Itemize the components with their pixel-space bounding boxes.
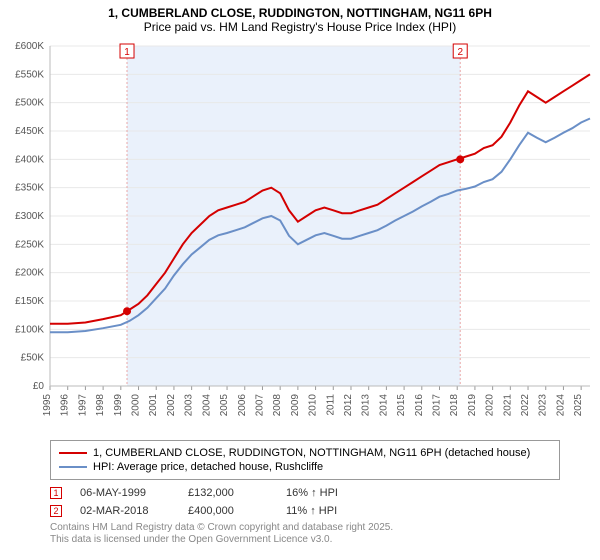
- svg-text:2014: 2014: [378, 394, 389, 417]
- svg-text:2025: 2025: [573, 394, 584, 417]
- chart-svg: £0 £50K £100K £150K £200K £250K £300K £350K £400…: [0, 36, 600, 436]
- svg-text:2: 2: [457, 47, 463, 58]
- sale-row: 2 02-MAR-2018 £400,000 11% ↑ HPI: [50, 502, 560, 520]
- legend-row: HPI: Average price, detached house, Rush…: [59, 461, 551, 473]
- svg-text:2005: 2005: [219, 394, 230, 417]
- svg-text:2021: 2021: [502, 394, 513, 417]
- svg-text:1997: 1997: [77, 394, 88, 417]
- sale-date: 06-MAY-1999: [80, 487, 170, 499]
- svg-text:2002: 2002: [166, 394, 177, 417]
- sale-hpi: 11% ↑ HPI: [286, 505, 366, 517]
- svg-text:£600K: £600K: [15, 41, 44, 52]
- svg-text:2003: 2003: [184, 394, 195, 417]
- sale-marker-icon: 2: [50, 505, 62, 517]
- sale-price: £132,000: [188, 487, 268, 499]
- legend-swatch: [59, 452, 87, 454]
- svg-text:2017: 2017: [432, 394, 443, 417]
- svg-text:2020: 2020: [485, 394, 496, 417]
- footnote-line: Contains HM Land Registry data © Crown c…: [50, 522, 560, 534]
- sale-hpi: 16% ↑ HPI: [286, 487, 366, 499]
- chart-title-block: 1, CUMBERLAND CLOSE, RUDDINGTON, NOTTING…: [0, 0, 600, 36]
- svg-text:2018: 2018: [449, 394, 460, 417]
- svg-text:2011: 2011: [325, 394, 336, 416]
- svg-text:£0: £0: [33, 381, 45, 392]
- svg-text:£550K: £550K: [15, 69, 44, 80]
- chart-container: 1, CUMBERLAND CLOSE, RUDDINGTON, NOTTING…: [0, 0, 600, 560]
- svg-text:£400K: £400K: [15, 154, 44, 165]
- svg-text:£100K: £100K: [15, 324, 44, 335]
- legend-label: 1, CUMBERLAND CLOSE, RUDDINGTON, NOTTING…: [93, 447, 530, 459]
- legend-row: 1, CUMBERLAND CLOSE, RUDDINGTON, NOTTING…: [59, 447, 551, 459]
- legend-swatch: [59, 466, 87, 468]
- svg-text:1995: 1995: [42, 394, 53, 417]
- svg-text:2023: 2023: [538, 394, 549, 417]
- svg-text:2000: 2000: [131, 394, 142, 417]
- sale-price: £400,000: [188, 505, 268, 517]
- svg-text:£50K: £50K: [21, 353, 45, 364]
- svg-text:1999: 1999: [113, 394, 124, 417]
- chart-title-subtitle: Price paid vs. HM Land Registry's House …: [10, 20, 590, 34]
- svg-text:2006: 2006: [237, 394, 248, 417]
- svg-text:1: 1: [124, 47, 130, 58]
- sale-marker-number: 1: [53, 488, 58, 498]
- svg-text:2013: 2013: [361, 394, 372, 417]
- svg-text:£500K: £500K: [15, 98, 44, 109]
- svg-text:1998: 1998: [95, 394, 106, 417]
- sale-marker-icon: 1: [50, 487, 62, 499]
- svg-text:2019: 2019: [467, 394, 478, 417]
- sales-rows: 1 06-MAY-1999 £132,000 16% ↑ HPI 2 02-MA…: [50, 484, 560, 520]
- svg-text:2022: 2022: [520, 394, 531, 417]
- svg-text:£200K: £200K: [15, 268, 44, 279]
- sale-row: 1 06-MAY-1999 £132,000 16% ↑ HPI: [50, 484, 560, 502]
- svg-text:2004: 2004: [201, 394, 212, 417]
- footnote-line: This data is licensed under the Open Gov…: [50, 534, 560, 546]
- svg-text:£250K: £250K: [15, 239, 44, 250]
- chart-plot-area: £0 £50K £100K £150K £200K £250K £300K £350K £400…: [0, 36, 600, 436]
- svg-text:1996: 1996: [60, 394, 71, 417]
- legend-label: HPI: Average price, detached house, Rush…: [93, 461, 323, 473]
- chart-title-address: 1, CUMBERLAND CLOSE, RUDDINGTON, NOTTING…: [10, 6, 590, 20]
- sale-marker-number: 2: [53, 506, 58, 516]
- svg-text:2024: 2024: [555, 394, 566, 417]
- footnote: Contains HM Land Registry data © Crown c…: [50, 522, 560, 546]
- svg-text:2001: 2001: [148, 394, 159, 417]
- svg-text:2016: 2016: [414, 394, 425, 417]
- svg-text:2010: 2010: [308, 394, 319, 417]
- svg-text:2012: 2012: [343, 394, 354, 417]
- svg-text:2008: 2008: [272, 394, 283, 417]
- legend-box: 1, CUMBERLAND CLOSE, RUDDINGTON, NOTTING…: [50, 440, 560, 480]
- svg-text:2007: 2007: [254, 394, 265, 417]
- svg-text:2015: 2015: [396, 394, 407, 417]
- svg-text:£350K: £350K: [15, 183, 44, 194]
- svg-text:£150K: £150K: [15, 296, 44, 307]
- svg-text:£450K: £450K: [15, 126, 44, 137]
- sale-date: 02-MAR-2018: [80, 505, 170, 517]
- svg-text:£300K: £300K: [15, 211, 44, 222]
- svg-text:2009: 2009: [290, 394, 301, 417]
